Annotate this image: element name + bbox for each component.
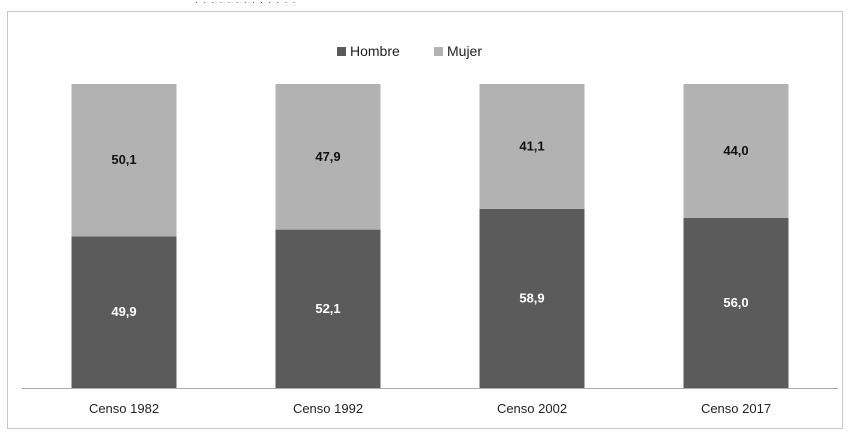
- data-label-hombre-2: 52,1: [315, 301, 340, 316]
- x-tick-label-2: Censo 1992: [293, 401, 363, 416]
- data-label-hombre-3: 58,9: [519, 290, 544, 305]
- x-tick-label-4: Censo 2017: [701, 401, 771, 416]
- legend: Hombre Mujer: [337, 43, 482, 59]
- data-label-mujer-1: 50,1: [111, 152, 136, 167]
- data-label-mujer-2: 47,9: [315, 149, 340, 164]
- x-tick-label-3: Censo 2002: [497, 401, 567, 416]
- x-axis-tick-labels: Censo 1982 Censo 1992 Censo 2002 Censo 2017: [89, 401, 771, 416]
- bar-value-labels: 49,9 50,1 52,1 47,9 58,9 41,1 56,0 44,0: [111, 138, 748, 319]
- data-label-mujer-3: 41,1: [519, 138, 544, 153]
- partial-header-text: · · · · · · · · · · · · ·: [195, 0, 297, 8]
- bars: [71, 84, 789, 388]
- legend-label-hombre: Hombre: [350, 43, 400, 59]
- legend-swatch-mujer: [434, 47, 443, 56]
- data-label-hombre-4: 56,0: [723, 295, 748, 310]
- bar-mujer-1: [71, 84, 177, 237]
- data-label-mujer-4: 44,0: [723, 143, 748, 158]
- x-tick-label-1: Censo 1982: [89, 401, 159, 416]
- bar-hombre-4: [683, 217, 789, 388]
- bar-hombre-1: [71, 236, 177, 388]
- bar-hombre-3: [479, 208, 585, 388]
- bar-mujer-4: [683, 84, 789, 218]
- bar-hombre-2: [275, 229, 381, 388]
- bar-mujer-2: [275, 84, 381, 230]
- bar-mujer-3: [479, 84, 585, 209]
- legend-label-mujer: Mujer: [447, 43, 482, 59]
- data-label-hombre-1: 49,9: [111, 304, 136, 319]
- legend-swatch-hombre: [337, 47, 346, 56]
